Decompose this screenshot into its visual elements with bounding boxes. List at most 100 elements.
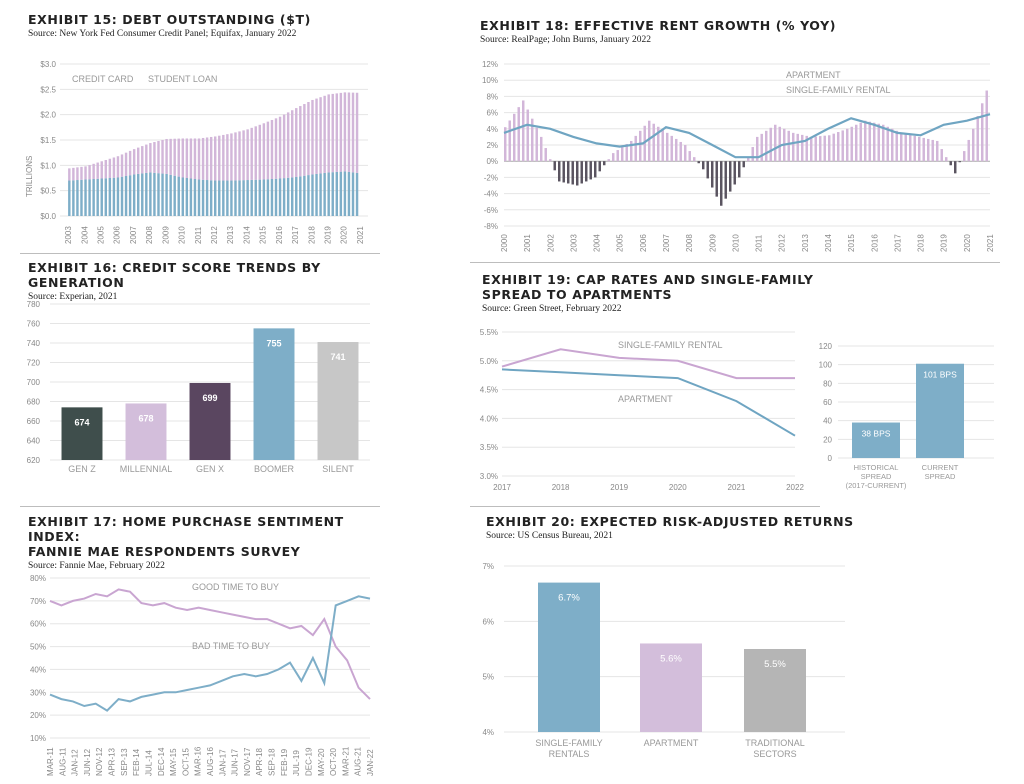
ex15-bar-student [165, 173, 168, 216]
ex15-bar-credit [234, 132, 237, 181]
ex18-bar [603, 161, 606, 166]
ex15-bar-credit [278, 116, 282, 179]
ex19b-category: CURRENT [922, 463, 959, 472]
ex18-bar [868, 121, 871, 162]
exhibit-15-chart: TRILLIONS $0.0 $0.5 $1.0 $1.5 $2.0 $2.5 $3.0 2… [25, 60, 368, 244]
ex15-bar-credit [323, 95, 326, 173]
ex16-category: GEN X [196, 464, 224, 474]
ex18-xtick: 2004 [593, 234, 602, 252]
ex19-ytick: 4.0% [480, 414, 498, 423]
ex18-xtick: 2002 [546, 234, 555, 252]
ex15-bar-credit [108, 158, 112, 178]
ex15-bar-credit [347, 92, 351, 172]
ex18-bar [612, 153, 615, 162]
ex18-bar [517, 107, 520, 162]
ex15-bar-credit [218, 135, 221, 181]
ex15-bar-credit [137, 147, 140, 174]
ex18-bar [954, 161, 957, 174]
ex16-bar-label: 678 [138, 413, 153, 423]
ex15-bar-student [100, 178, 103, 216]
ex19-xtick: 2020 [669, 483, 687, 492]
ex17-ytick: 60% [30, 620, 46, 629]
ex19-series-line [501, 368, 796, 437]
ex15-bar-credit [100, 161, 103, 179]
ex20-category: SECTORS [753, 749, 796, 759]
ex18-ytick: 0% [486, 157, 498, 166]
ex16-category: MILLENNIAL [120, 464, 173, 474]
exhibit-17-chart: 10% 20% 30% 40% 50% 60% 70% 80% MAR-11 AUG-11 JAN… [30, 574, 375, 776]
ex16-ytick: 620 [27, 456, 41, 465]
ex17-good-label: GOOD TIME TO BUY [192, 582, 279, 592]
ex15-bar-credit [92, 163, 95, 180]
ex18-bar [931, 139, 934, 162]
ex19b-ytick: 100 [819, 361, 833, 370]
ex15-bar-credit [355, 92, 359, 173]
ex15-bar-student [339, 171, 343, 216]
ex18-sfr-line [503, 113, 991, 159]
ex15-bar-credit [185, 138, 189, 178]
ex18-bar [886, 126, 889, 162]
ex18-bar [819, 136, 822, 162]
ex15-bar-student [84, 179, 87, 216]
ex15-xtick: 2013 [226, 226, 235, 244]
exhibit-19-line-chart: 3.0% 3.5% 4.0% 4.5% 5.0% 5.5% 2017 2018 2019 2020… [480, 328, 805, 492]
ex16-category: SILENT [322, 464, 354, 474]
ex18-bar [733, 161, 736, 185]
ex15-bar-student [124, 175, 128, 216]
ex15-bar-student [68, 180, 71, 216]
ex19-ytick: 5.0% [480, 357, 498, 366]
ex18-bar [918, 136, 921, 162]
ex18-bar [598, 161, 601, 172]
ex15-bar-student [80, 179, 83, 216]
ex18-bar [666, 132, 669, 162]
ex18-bar [724, 161, 727, 199]
ex15-bar-student [218, 180, 221, 216]
ex18-ytick: 12% [482, 60, 498, 69]
ex19b-bar [852, 422, 900, 458]
ex15-bar-credit [120, 154, 124, 177]
ex17-xtick: FEB-14 [132, 748, 141, 776]
ex18-bar [895, 130, 898, 162]
ex17-xtick: JAN-22 [366, 749, 375, 776]
ex17-xticks: MAR-11 AUG-11 JAN-12 JUN-12 NOV-12 APR-13 SEP-… [46, 746, 375, 776]
exhibit-17-title-2: FANNIE MAE RESPONDENTS SURVEY [28, 544, 301, 559]
ex16-bar-label: 755 [266, 338, 281, 348]
ex18-bar [540, 136, 543, 162]
ex15-bar-student [282, 178, 286, 216]
ex20-bar-label: 6.7% [558, 593, 580, 604]
ex19b-bar [916, 363, 964, 458]
ex18-xtick: 2005 [616, 234, 625, 252]
ex18-bar [508, 120, 511, 162]
ex15-bar-credit [104, 160, 108, 179]
ex18-bar [751, 147, 754, 162]
ex15-bar-student [145, 172, 148, 216]
ex16-ytick: 640 [27, 437, 41, 446]
ex18-bar [981, 103, 984, 162]
ex17-xtick: JUL-19 [292, 750, 301, 776]
ex17-xtick: DEC-19 [304, 747, 313, 776]
ex17-xtick: JUN-12 [83, 748, 92, 776]
ex15-ytick: $3.0 [40, 60, 56, 69]
ex15-bar-student [157, 173, 160, 216]
ex18-bar [823, 135, 826, 162]
ex15-ytick: $0.0 [40, 212, 56, 221]
ex15-bar-student [295, 176, 298, 216]
ex15-bar-credit [242, 130, 245, 181]
ex18-xticks: 2000 2001 2002 2003 2004 2005 2006 2007 2008 2009… [500, 234, 995, 252]
ex15-bar-credit [68, 168, 71, 181]
ex20-ytick: 7% [482, 562, 494, 571]
ex15-bar-credit [181, 138, 185, 178]
ex15-bar-credit [230, 133, 233, 181]
ex20-category: RENTALS [549, 749, 590, 759]
ex15-bar-credit [286, 112, 290, 178]
ex15-bar-credit [84, 166, 87, 180]
ex15-bar-credit [128, 150, 132, 176]
ex18-bar [738, 161, 741, 178]
ex18-ytick: 4% [486, 125, 498, 134]
ex17-series-line [49, 588, 371, 700]
exhibit-17-source: Source: Fannie Mae, February 2022 [28, 561, 165, 571]
ex18-bar [963, 151, 966, 162]
ex15-bar-credit [282, 114, 286, 179]
ex15-bar-student [331, 172, 334, 216]
